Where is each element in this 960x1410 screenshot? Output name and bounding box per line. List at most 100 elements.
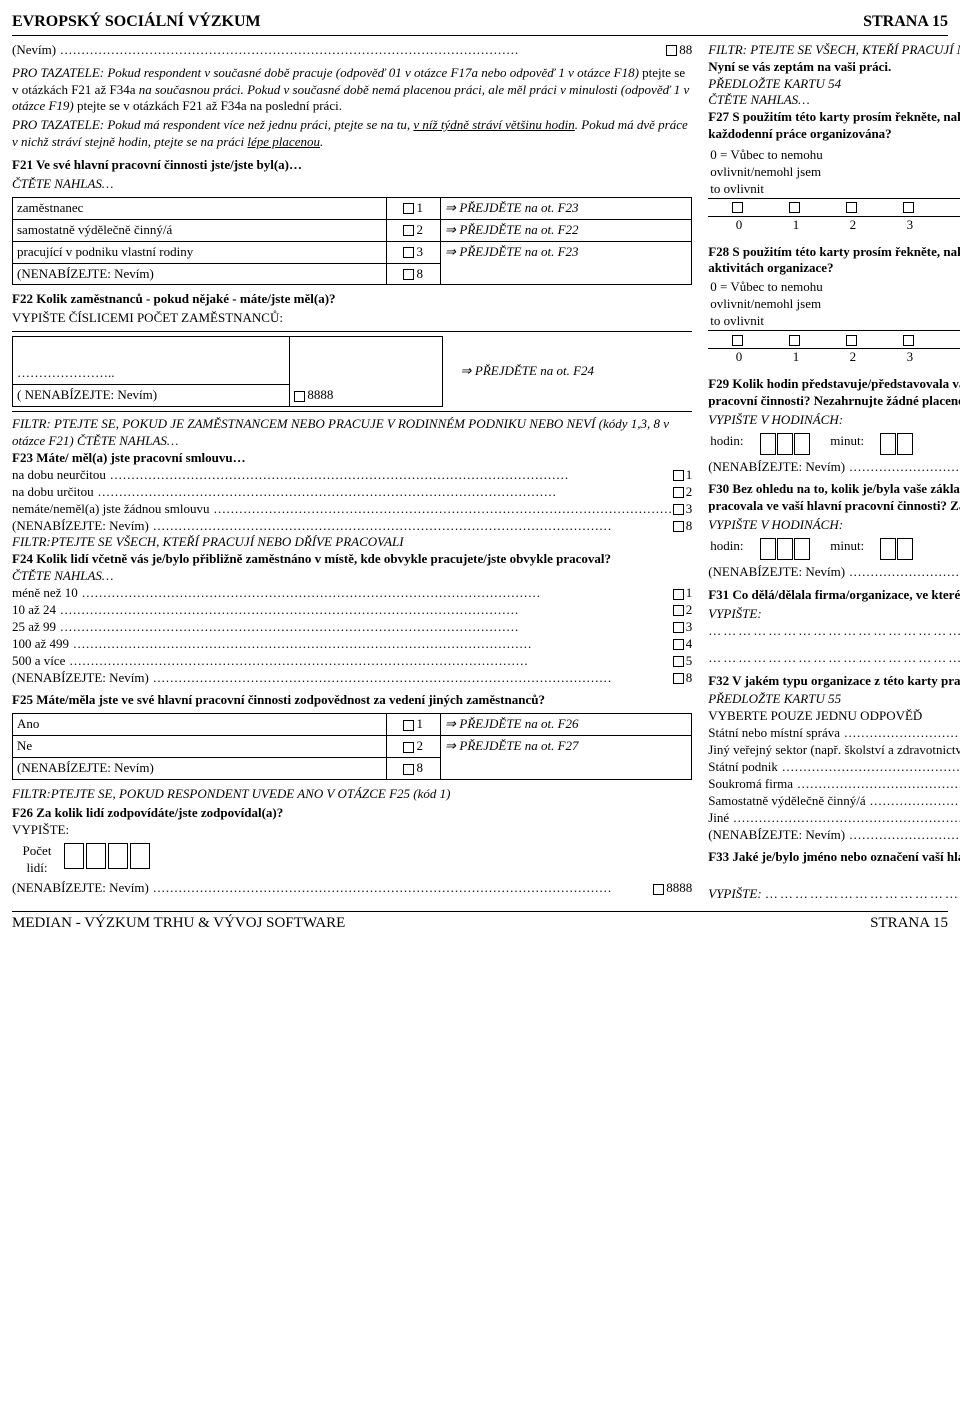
f29-hodin-label: hodin: <box>708 433 758 455</box>
f32-o5: Samostatně výdělečně činný/á <box>708 793 960 810</box>
f26-filter: FILTR:PTEJTE SE, POKUD RESPONDENT UVEDE … <box>12 786 692 803</box>
footer-left: MEDIAN - VÝZKUM TRHU & VÝVOJ SOFTWARE <box>12 914 345 934</box>
f30-minut-label: minut: <box>828 538 878 560</box>
footer-right: STRANA 15 <box>870 914 948 934</box>
f32-o4: Soukromá firma <box>708 776 960 793</box>
f25-o1: Ano <box>13 714 387 736</box>
f29-vyp: VYPIŠTE V HODINÁCH: <box>708 412 960 429</box>
f27-scale-boxes[interactable] <box>708 199 960 217</box>
f32-o7: (NENABÍZEJTE: Nevím) <box>708 827 960 844</box>
f22-nenab: ( NENABÍZEJTE: Nevím) <box>13 385 290 407</box>
scale-l1: 0 = Vůbec to nemohu <box>708 147 960 164</box>
f29-minut-label: minut: <box>828 433 878 455</box>
f30-question: F30 Bez ohledu na to, kolik je/byla vaše… <box>708 481 960 515</box>
f27-scale-labels: 01234567891088 <box>708 217 960 238</box>
f22-sub: VYPIŠTE ČÍSLICEMI POČET ZAMĚSTNANCŮ: <box>12 310 692 327</box>
r-read: ČTĚTE NAHLAS… <box>708 92 960 109</box>
f21-opt3-label: pracující v podniku vlastní rodiny <box>13 241 387 263</box>
f25-o2: Ne <box>13 736 387 758</box>
f28-scale-labels: 01234567891088 <box>708 349 960 370</box>
f21-opt3-code[interactable]: 3 <box>386 241 440 263</box>
f29-hodin-box[interactable] <box>758 433 828 455</box>
scale-l2: ovlivnit/nemohl jsem <box>708 164 960 181</box>
f30-hodin-box[interactable] <box>758 538 828 560</box>
f26-pocet: Počet lidí: <box>12 843 62 877</box>
f32-sub: VYBERTE POUZE JEDNU ODPOVĚĎ <box>708 708 960 725</box>
f32-o1: Státní nebo místní správa <box>708 725 960 742</box>
f26-write: VYPIŠTE: <box>12 822 692 839</box>
f30-hodin-label: hodin: <box>708 538 758 560</box>
f23-o3: nemáte/neměl(a) jste žádnou smlouvu <box>12 501 673 518</box>
intro-block: PRO TAZATELE: Pokud respondent v současn… <box>12 65 692 116</box>
f28-scale-boxes[interactable] <box>708 331 960 349</box>
f21-read: ČTĚTE NAHLAS… <box>12 176 692 193</box>
scale2-l3: to ovlivnit <box>708 313 960 330</box>
r-card: PŘEDLOŽTE KARTU 54 <box>708 76 960 93</box>
f23-o4: (NENABÍZEJTE: Nevím) <box>12 518 673 535</box>
left-column: (Nevím) 88 PRO TAZATELE: Pokud responden… <box>12 42 692 903</box>
f31-vyp: VYPIŠTE: <box>708 606 960 623</box>
f24-o5: 500 a více <box>12 653 673 670</box>
f21-opt4-code[interactable]: 8 <box>386 263 440 285</box>
r-filter: FILTR: PTEJTE SE VŠECH, KTEŘÍ PRACUJÍ NE… <box>708 42 960 59</box>
f31-line1[interactable]: ………………………………………………………………………………. <box>708 623 960 640</box>
f25-question: F25 Máte/měla jste ve své hlavní pracovn… <box>12 692 692 709</box>
f25-g1: ⇒ PŘEJDĚTE na ot. F26 <box>440 714 691 736</box>
header-right: STRANA 15 <box>863 12 948 33</box>
f32-question: F32 V jakém typu organizace z této karty… <box>708 673 960 690</box>
f23-question: F23 Máte/ měl(a) jste pracovní smlouvu… <box>12 450 692 467</box>
scale2-l1: 0 = Vůbec to nemohu <box>708 279 960 296</box>
f22-question: F22 Kolik zaměstnanců - pokud nějaké - m… <box>12 291 692 308</box>
f23-filter: FILTR: PTEJTE SE, POKUD JE ZAMĚSTNANCEM … <box>12 416 692 450</box>
f21-table: zaměstnanec 1 ⇒ PŘEJDĚTE na ot. F23 samo… <box>12 197 692 286</box>
f33-question: F33 Jaké je/bylo jméno nebo označení vaš… <box>708 849 960 866</box>
f26-nenab: (NENABÍZEJTE: Nevím) <box>12 880 653 897</box>
f32-card: PŘEDLOŽTE KARTU 55 <box>708 691 960 708</box>
f22-goto: ⇒ PŘEJDĚTE na ot. F24 <box>456 337 692 407</box>
f29-question: F29 Kolik hodin představuje/představoval… <box>708 376 960 410</box>
f23-o2: na dobu určitou <box>12 484 673 501</box>
checkbox-icon[interactable] <box>666 45 677 56</box>
f25-g2: ⇒ PŘEJDĚTE na ot. F27 <box>440 736 691 780</box>
f30-minut-box[interactable] <box>878 538 960 560</box>
f31-question: F31 Co dělá/dělala firma/organizace, ve … <box>708 587 960 604</box>
f22-writein: ………………….. <box>13 337 290 385</box>
right-column: FILTR: PTEJTE SE VŠECH, KTEŘÍ PRACUJÍ NE… <box>708 42 960 903</box>
f21-opt1-goto: ⇒ PŘEJDĚTE na ot. F23 <box>440 197 691 219</box>
f21-opt2-code[interactable]: 2 <box>386 219 440 241</box>
f21-opt1-code[interactable]: 1 <box>386 197 440 219</box>
f30-nenab: (NENABÍZEJTE: Nevím) <box>708 564 960 581</box>
f31-line2[interactable]: ………………………………………………………………………………. <box>708 650 960 667</box>
f32-o3: Státní podnik <box>708 759 960 776</box>
f22-code-cell[interactable]: 8888 <box>290 337 443 407</box>
f21-opt2-label: samostatně výdělečně činný/á <box>13 219 387 241</box>
f21-opt3-goto: ⇒ PŘEJDĚTE na ot. F23 <box>440 241 691 285</box>
r-intro: Nyní se vás zeptám na vaši práci. <box>708 59 960 76</box>
f24-o1: méně než 10 <box>12 585 673 602</box>
f23-o1: na dobu neurčitou <box>12 467 673 484</box>
intro-block-2: PRO TAZATELE: Pokud má respondent více n… <box>12 117 692 151</box>
nevim-label: (Nevím) <box>12 42 666 59</box>
header-left: EVROPSKÝ SOCIÁLNÍ VÝZKUM <box>12 12 261 33</box>
f30-vyp: VYPIŠTE V HODINÁCH: <box>708 517 960 534</box>
f24-o6: (NENABÍZEJTE: Nevím) <box>12 670 673 687</box>
f21-opt1-label: zaměstnanec <box>13 197 387 219</box>
f29-minut-box[interactable] <box>878 433 960 455</box>
f33-line[interactable]: ………………………………………………………… <box>765 886 960 901</box>
f21-opt4-label: (NENABÍZEJTE: Nevím) <box>13 263 387 285</box>
f24-o2: 10 až 24 <box>12 602 673 619</box>
f25-table: Ano 1 ⇒ PŘEJDĚTE na ot. F26 Ne 2 ⇒ PŘEJD… <box>12 713 692 780</box>
f33-write: VYPIŠTE: ………………………………………………………… <box>708 886 960 903</box>
f21-opt2-goto: ⇒ PŘEJDĚTE na ot. F22 <box>440 219 691 241</box>
f32-o6: Jiné <box>708 810 960 827</box>
f24-o3: 25 až 99 <box>12 619 673 636</box>
f24-read: ČTĚTE NAHLAS… <box>12 568 692 585</box>
f26-question: F26 Za kolik lidí zodpovídáte/jste zodpo… <box>12 805 692 822</box>
scale2-l2: ovlivnit/nemohl jsem <box>708 296 960 313</box>
f26-boxes[interactable] <box>62 843 162 877</box>
f24-filter: FILTR:PTEJTE SE VŠECH, KTEŘÍ PRACUJÍ NEB… <box>12 534 692 551</box>
nevim-code: 88 <box>666 42 692 59</box>
f24-question: F24 Kolik lidí včetně vás je/bylo přibli… <box>12 551 692 568</box>
f28-question: F28 S použitím této karty prosím řekněte… <box>708 244 960 278</box>
f25-o3: (NENABÍZEJTE: Nevím) <box>13 758 387 780</box>
